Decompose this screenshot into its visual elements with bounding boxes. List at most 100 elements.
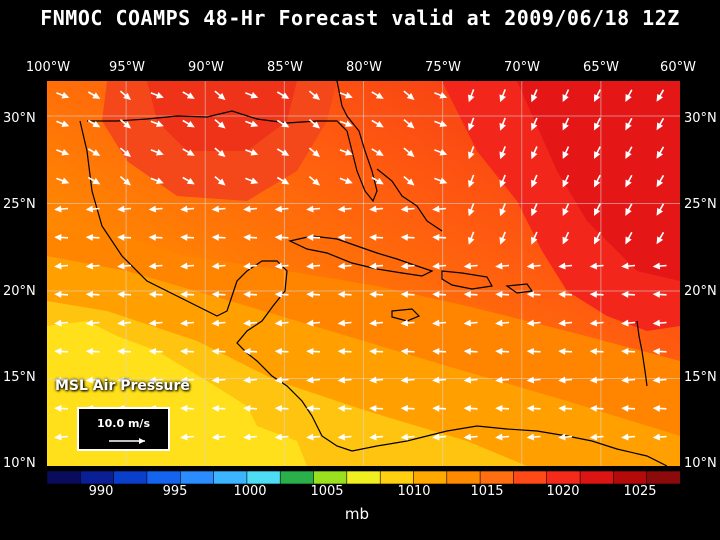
wind-arrowhead	[85, 347, 93, 355]
wind-arrowhead	[652, 404, 660, 412]
wind-arrowhead	[467, 123, 475, 131]
colorbar-swatch	[47, 471, 82, 484]
colorbar-swatch	[613, 471, 648, 484]
wind-arrowhead	[281, 149, 290, 156]
colorbar-tick: 1000	[233, 484, 267, 499]
wind-arrowhead	[345, 149, 353, 156]
wind-arrowhead	[54, 433, 62, 441]
wind-arrowhead	[625, 151, 632, 159]
colorbar-tick: 1025	[623, 484, 657, 499]
wind-arrowhead	[211, 205, 220, 213]
wind-arrowhead	[467, 94, 475, 103]
wind-arrowhead	[463, 347, 471, 355]
wind-arrowhead	[312, 149, 321, 158]
wind-arrowhead	[274, 347, 282, 355]
wind-arrowhead	[495, 319, 503, 327]
wind-arrowhead	[85, 233, 93, 241]
colorbar-swatch	[446, 471, 481, 484]
wind-arrowhead	[495, 347, 503, 355]
wind-arrowhead	[85, 262, 94, 270]
wind-arrowhead	[117, 347, 125, 355]
wind-arrowhead	[589, 319, 598, 327]
wind-arrowhead	[593, 94, 601, 103]
wind-arrowhead	[337, 262, 346, 270]
wind-arrowhead	[593, 122, 601, 131]
colorbar-swatch	[413, 471, 448, 484]
wind-arrowhead	[306, 347, 314, 355]
wind-arrowhead	[180, 262, 188, 270]
lon-label: 90°W	[188, 60, 224, 75]
wind-arrowhead	[562, 94, 569, 103]
wind-arrowhead	[463, 319, 472, 327]
wind-arrowhead	[156, 149, 164, 156]
wind-arrowhead	[369, 347, 377, 355]
wind-arrowhead	[495, 433, 503, 441]
wind-arrowhead	[180, 233, 188, 241]
wind-arrowhead	[123, 92, 132, 101]
colorbar-tick: 995	[162, 484, 188, 499]
wind-arrowhead	[369, 233, 377, 241]
wind-arrowhead	[463, 404, 471, 412]
wind-arrowhead	[467, 180, 475, 188]
wind-arrowhead	[463, 433, 472, 441]
wind-arrowhead	[186, 92, 195, 99]
wind-arrowhead	[400, 319, 409, 327]
lat-label-right: 15°N	[684, 370, 717, 385]
wind-arrowhead	[306, 319, 314, 327]
wind-arrowhead	[526, 433, 535, 441]
wind-arrowhead	[621, 319, 629, 327]
wind-arrowhead	[180, 433, 188, 441]
wind-arrowhead	[499, 179, 506, 188]
lat-label-right: 25°N	[684, 197, 717, 212]
wind-arrowhead	[589, 347, 597, 355]
wind-arrowhead	[400, 233, 408, 241]
wind-arrowhead	[406, 92, 415, 101]
lon-label: 85°W	[267, 60, 303, 75]
wind-arrowhead	[499, 94, 506, 103]
lat-label-left: 20°N	[3, 284, 36, 299]
lat-label-right: 10°N	[684, 456, 717, 471]
lat-label-left: 10°N	[3, 456, 36, 471]
wind-arrowhead	[54, 347, 62, 355]
wind-arrowhead	[593, 208, 601, 217]
wind-arrowhead	[432, 262, 440, 270]
wind-arrowhead	[281, 177, 290, 185]
wind-arrowhead	[61, 177, 70, 185]
wind-arrowhead	[625, 208, 632, 216]
wind-arrowhead	[439, 92, 448, 99]
wind-arrowhead	[526, 290, 534, 298]
wind-arrowhead	[148, 205, 157, 213]
wind-arrowhead	[656, 236, 664, 245]
wind-arrowhead	[92, 149, 101, 156]
pressure-zone-1020	[517, 81, 680, 281]
wind-arrowhead	[243, 233, 251, 241]
colorbar-tick: 1020	[546, 484, 580, 499]
lon-label: 60°W	[660, 60, 696, 75]
wind-arrowhead	[148, 262, 157, 270]
wind-arrowhead	[337, 290, 345, 298]
wind-arrowhead	[531, 122, 538, 131]
wind-arrowhead	[148, 376, 157, 384]
wind-arrowhead	[432, 319, 440, 327]
wind-arrowhead	[589, 262, 598, 270]
wind-arrowhead	[652, 319, 661, 327]
wind-arrowhead	[531, 179, 538, 188]
wind-arrowhead	[117, 290, 125, 298]
lon-label: 100°W	[25, 60, 71, 75]
wind-arrowhead	[92, 120, 101, 128]
wind-arrowhead	[526, 347, 534, 355]
wind-arrowhead	[621, 376, 629, 384]
colorbar-swatch	[479, 471, 515, 484]
wind-arrowhead	[526, 319, 535, 327]
wind-arrowhead	[54, 205, 62, 213]
colorbar-tick: 1010	[397, 484, 431, 499]
wind-arrowhead	[92, 177, 101, 185]
wind-arrowhead	[526, 262, 535, 270]
wind-arrowhead	[148, 290, 156, 298]
wind-arrowhead	[562, 208, 569, 217]
wind-arrowhead	[526, 376, 535, 384]
wind-arrowhead	[558, 433, 566, 441]
wind-arrowhead	[463, 376, 472, 384]
wind-arrowhead	[499, 208, 506, 217]
wind-arrowhead	[652, 262, 661, 270]
